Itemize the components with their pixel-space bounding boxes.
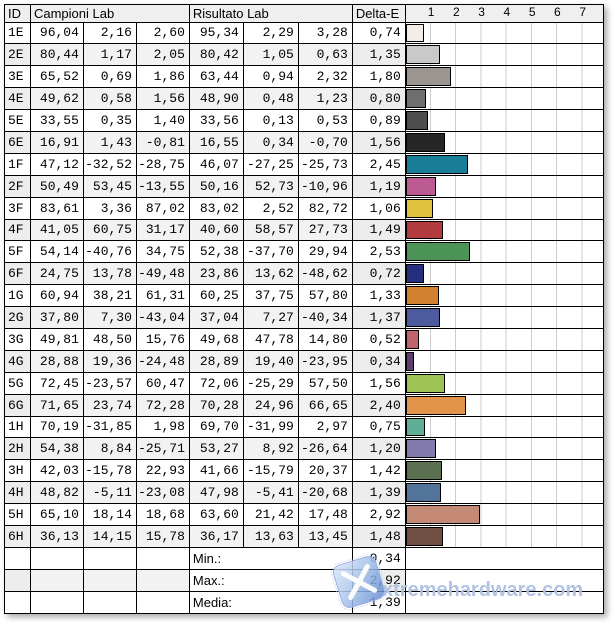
svg-text:xtremehardware.com: xtremehardware.com: [382, 579, 583, 601]
